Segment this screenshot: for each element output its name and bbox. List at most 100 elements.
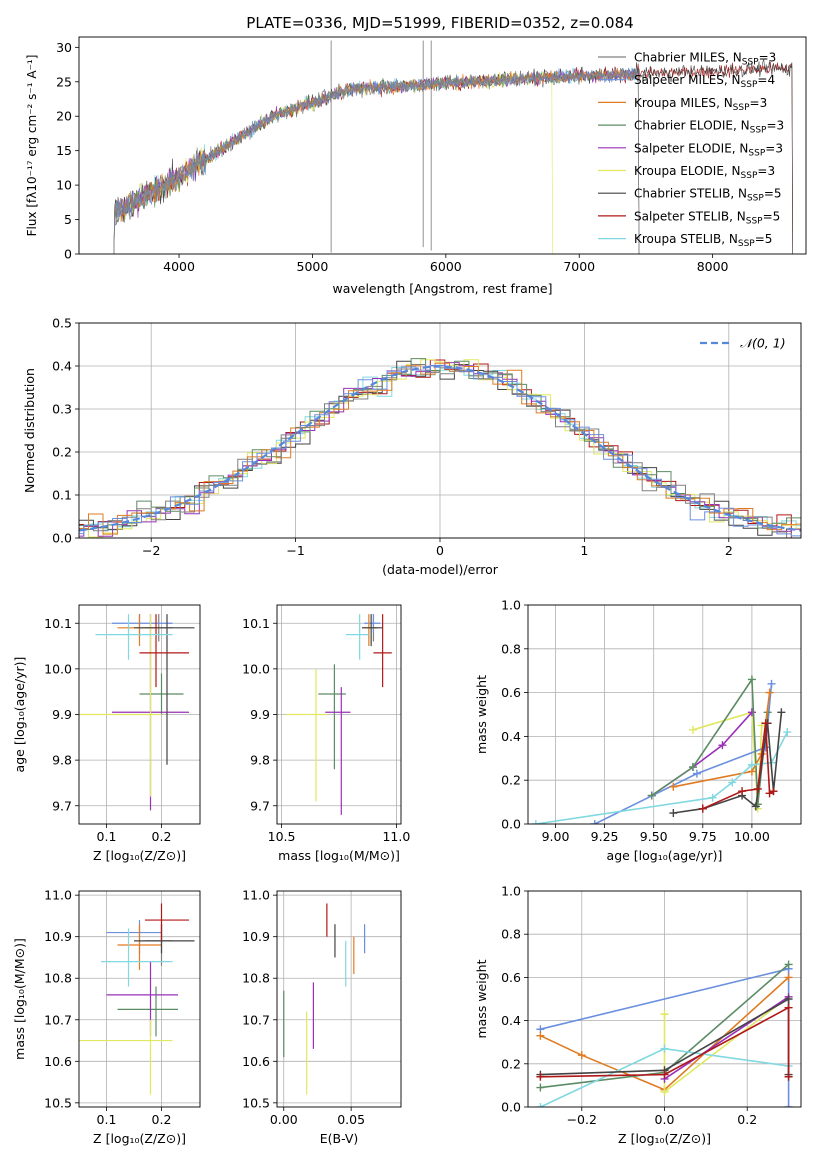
spectrum-xtick-label: 4000 [163, 259, 195, 274]
weight-age-plot-area [531, 675, 792, 824]
residuals-xlabel: (data-model)/error [382, 562, 499, 577]
ebv-mass-panel: 0.00 0.05 10.5 10.6 10.7 10.8 10.9 11.0 E(B-V) [242, 888, 402, 1146]
legend-entry-nssp-equals: = [766, 119, 776, 133]
spectrum-xtick-label: 8000 [697, 259, 729, 274]
weight-age-series-line [692, 711, 763, 809]
z-age-xlabel: Z [log₁₀(Z/Z⊙)] [93, 848, 186, 863]
mass-age-ytick-label: 9.7 [250, 798, 270, 813]
mass-age-ytick-label: 9.8 [250, 753, 270, 768]
legend-entry-label: Kroupa STELIB [634, 232, 721, 246]
legend-entry-nssp-value: 3 [775, 141, 783, 155]
z-mass-xlabel: Z [log₁₀(Z/Z⊙)] [93, 1131, 186, 1146]
z-age-ytick-label: 9.7 [52, 798, 72, 813]
residuals-legend: 𝒩(0, 1) [700, 336, 786, 351]
residuals-panel: −2 −1 0 1 2 0.0 0.1 0.2 0.3 0.4 0.5 (data-model)/er… [22, 316, 802, 577]
weight-age-series-line [535, 731, 789, 824]
weight-age-point-marker [688, 725, 697, 734]
residuals-ytick-label: 0.2 [52, 445, 72, 460]
legend-entry-nssp-value: 4 [767, 73, 775, 87]
z-age-ytick-label: 10.1 [44, 616, 72, 631]
legend-entry-label: Chabrier STELIB [634, 187, 730, 201]
legend-entry-label: Kroupa MILES [634, 96, 716, 110]
weight-age-point-marker [751, 802, 760, 811]
z-age-ytick-label: 10.0 [44, 661, 72, 676]
weight-age-xtick-label: 9.00 [542, 829, 570, 844]
legend-entry-nssp-value: 3 [777, 119, 785, 133]
z-age-plot-area [79, 614, 195, 811]
spectrum-ytick-label: 20 [56, 109, 72, 124]
legend-entry-label: Chabrier MILES [634, 51, 725, 65]
z-mass-ytick-label: 10.9 [44, 929, 72, 944]
spectrum-series-line [112, 67, 640, 254]
legend-entry-nssp-value: 5 [774, 187, 782, 201]
weight-z-frame [527, 890, 802, 1108]
spectrum-panel: 4000 5000 6000 7000 8000 0 5 10 15 20 25 30 waveleng… [25, 36, 807, 296]
ebv-mass-ytick-label: 11.0 [242, 888, 270, 903]
legend-entry-nssp-value: 5 [773, 209, 781, 223]
weight-z-ytick-label: 0.8 [501, 927, 521, 942]
spectrum-xtick-label: 5000 [297, 259, 329, 274]
z-age-ytick-label: 9.9 [52, 707, 72, 722]
legend-entry: Kroupa STELIB, NSSP=5 [634, 232, 772, 249]
spectrum-ytick-label: 15 [56, 143, 72, 158]
weight-age-point-marker [747, 708, 756, 717]
weight-z-point-marker [577, 1051, 586, 1060]
mass-age-xlabel: mass [log₁₀(M/M⊙)] [278, 848, 400, 863]
weight-age-xtick-label: 10.00 [734, 829, 770, 844]
ebv-mass-ytick-label: 10.8 [242, 971, 270, 986]
residual-histogram-series [79, 364, 801, 538]
z-mass-ylabel: mass [log₁₀(M/M⊙)] [12, 938, 27, 1060]
figure-title: PLATE=0336, MJD=51999, FIBERID=0352, z=0… [246, 14, 633, 32]
weight-z-point-marker [536, 1031, 545, 1040]
weight-age-point-marker [728, 778, 737, 787]
z-mass-ytick-label: 10.7 [44, 1012, 72, 1027]
weight-age-point-marker [688, 763, 697, 772]
weight-z-xtick-label: 0.2 [737, 1112, 757, 1127]
mass-age-ytick-label: 10.1 [242, 616, 270, 631]
weight-z-point-marker [660, 1044, 669, 1053]
residuals-ytick-label: 0.4 [52, 359, 72, 374]
legend-entry-nssp-equals: = [765, 141, 775, 155]
weight-z-point-marker [536, 1051, 545, 1060]
weight-z-point-marker [784, 1003, 793, 1012]
mass-age-ytick-label: 9.9 [250, 707, 270, 722]
weight-z-xtick-label: −0.2 [567, 1112, 597, 1127]
weight-z-point-marker [536, 1072, 545, 1081]
legend-entry-nssp-value: 3 [760, 96, 768, 110]
legend-entry: Kroupa ELODIE, NSSP=3 [634, 164, 775, 181]
weight-age-series-line [651, 677, 769, 805]
weight-age-ytick-label: 0.8 [501, 641, 521, 656]
weight-age-point-marker [769, 787, 778, 796]
mass-age-frame [276, 604, 402, 825]
weight-z-point-marker [784, 960, 793, 969]
weight-z-point-marker [784, 995, 793, 1003]
legend-entry-nssp-equals: = [763, 209, 773, 223]
weight-z-series-line [663, 996, 790, 1094]
mass-age-xtick-label: 11.0 [382, 829, 410, 844]
weight-age-point-marker [669, 809, 678, 818]
legend-entry-nssp-subscript: SSP [746, 216, 763, 226]
residual-histogram-series [79, 362, 801, 537]
spectrum-ytick-label: 30 [56, 40, 72, 55]
mass-age-plot-area [286, 614, 392, 815]
weight-age-point-marker [692, 769, 701, 778]
weight-age-xtick-label: 9.25 [591, 829, 619, 844]
legend-entry-nssp-equals: = [755, 232, 765, 246]
residuals-ytick-label: 0.0 [52, 531, 72, 546]
legend-entry-nssp-label: , N [724, 73, 741, 87]
z-mass-panel: 0.1 0.2 10.5 10.6 10.7 10.8 10.9 11.0 Z [log₁₀(Z… [12, 888, 201, 1146]
residuals-xtick-label: 2 [725, 543, 733, 558]
residuals-ylabel: Normed distribution [22, 368, 37, 493]
z-mass-ytick-label: 11.0 [44, 888, 72, 903]
z-age-ylabel: age [log₁₀(age/yr)] [12, 657, 27, 773]
residuals-ytick-label: 0.1 [52, 488, 72, 503]
legend-entry-nssp-subscript: SSP [742, 58, 759, 68]
legend-entry-nssp-subscript: SSP [738, 239, 755, 249]
weight-age-ytick-label: 1.0 [501, 598, 521, 613]
mass-age-panel: 10.5 11.0 9.7 9.8 9.9 10.0 10.1 mass [log₁₀(M/M… [242, 604, 410, 863]
legend-entry-nssp-label: , N [733, 119, 750, 133]
residual-histogram-series [79, 359, 801, 538]
weight-age-panel: 9.00 9.25 9.50 9.75 10.00 0.0 0.2 0.4 0.6 0.8 1.0 a… [474, 598, 802, 863]
ebv-mass-xlabel: E(B-V) [320, 1131, 359, 1146]
residual-histogram-series [79, 362, 801, 535]
